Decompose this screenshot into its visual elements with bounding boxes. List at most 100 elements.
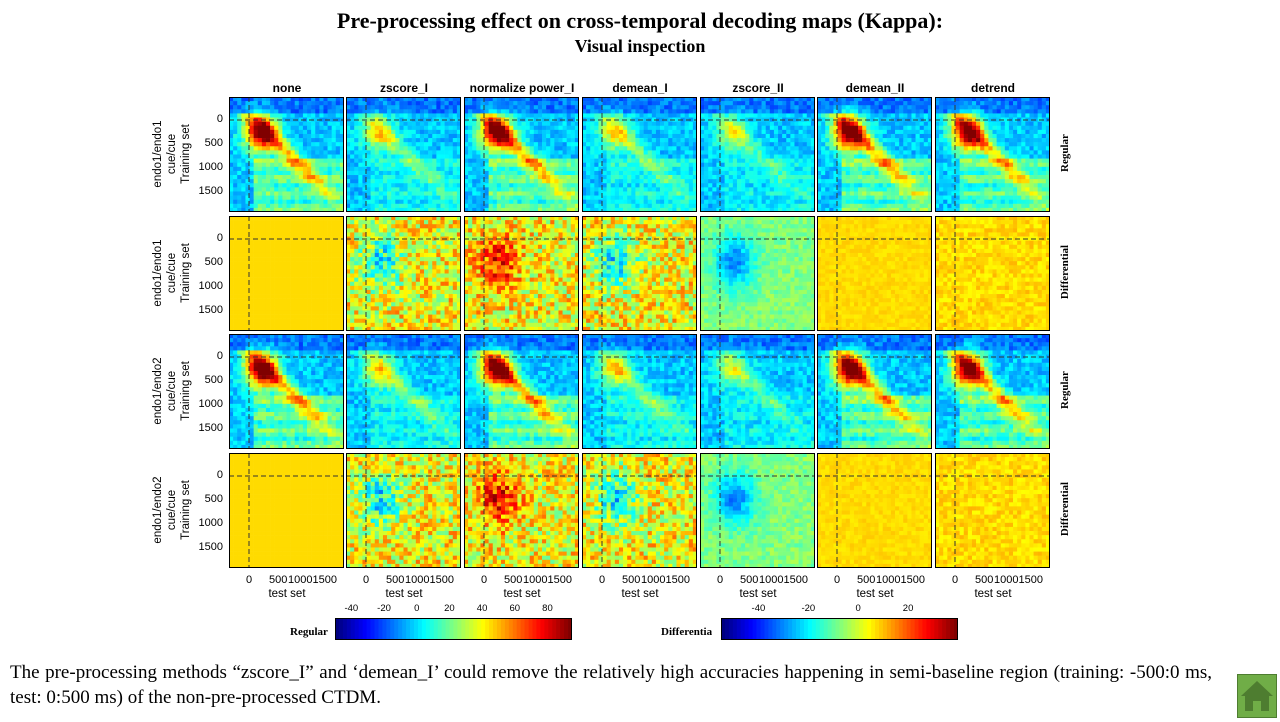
heatmap-cell xyxy=(262,150,266,154)
heatmap-cell xyxy=(311,146,315,150)
heatmap-cell xyxy=(358,163,362,167)
heatmap-cell xyxy=(648,159,652,163)
heatmap-cell xyxy=(786,138,790,142)
heatmap-cell xyxy=(567,171,571,175)
heatmap-cell xyxy=(672,159,676,163)
heatmap-cell xyxy=(554,191,558,195)
heatmap-cell xyxy=(879,138,883,142)
heatmap-cell xyxy=(644,179,648,183)
heatmap-cell xyxy=(408,138,412,142)
heatmap-cell xyxy=(237,126,241,130)
heatmap-cell xyxy=(619,113,623,117)
heatmap-cell xyxy=(924,163,928,167)
heatmap-cell xyxy=(737,105,741,109)
heatmap-cell xyxy=(258,204,262,208)
heatmap-cell xyxy=(648,150,652,154)
heatmap-cell xyxy=(436,171,440,175)
heatmap-cell xyxy=(1001,101,1005,105)
heatmap-cell xyxy=(534,200,538,204)
heatmap-cell xyxy=(428,204,432,208)
heatmap-cell xyxy=(656,171,660,175)
heatmap-cell xyxy=(907,196,911,200)
heatmap-cell xyxy=(676,146,680,150)
heatmap-cell xyxy=(375,196,379,200)
heatmap-cell xyxy=(729,171,733,175)
heatmap-cell xyxy=(681,134,685,138)
heatmap-cell xyxy=(842,142,846,146)
heatmap-cell xyxy=(887,204,891,208)
heatmap-cell xyxy=(424,179,428,183)
heatmap-cell xyxy=(299,142,303,146)
heatmap-cell xyxy=(907,179,911,183)
heatmap-cell xyxy=(704,163,708,167)
heatmap-cell xyxy=(424,113,428,117)
heatmap-cell xyxy=(468,200,472,204)
heatmap-cell xyxy=(282,113,286,117)
heatmap-cell xyxy=(762,163,766,167)
heatmap-cell xyxy=(493,175,497,179)
heatmap-cell xyxy=(254,179,258,183)
heatmap-cell xyxy=(753,204,757,208)
heatmap-cell xyxy=(660,171,664,175)
heatmap-cell xyxy=(615,171,619,175)
heatmap-cell xyxy=(395,155,399,159)
heatmap-cell xyxy=(513,167,517,171)
heatmap-cell xyxy=(250,138,254,142)
heatmap-cell xyxy=(530,109,534,113)
heatmap-cell xyxy=(517,138,521,142)
heatmap-cell xyxy=(656,142,660,146)
heatmap-cell xyxy=(607,146,611,150)
heatmap-cell xyxy=(517,200,521,204)
heatmap-cell xyxy=(956,122,960,126)
heatmap-cell xyxy=(586,179,590,183)
heatmap-cell xyxy=(509,187,513,191)
heatmap-cell xyxy=(237,179,241,183)
heatmap-cell xyxy=(367,187,371,191)
heatmap-cell xyxy=(416,200,420,204)
heatmap-cell xyxy=(1042,105,1046,109)
heatmap-cell xyxy=(453,179,457,183)
heatmap-cell xyxy=(391,101,395,105)
heatmap-cell xyxy=(412,171,416,175)
heatmap-cell xyxy=(660,105,664,109)
heatmap-cell xyxy=(708,196,712,200)
heatmap-cell xyxy=(778,150,782,154)
heatmap-cell xyxy=(611,175,615,179)
heatmap-cell xyxy=(489,142,493,146)
heatmap-cell xyxy=(652,200,656,204)
heatmap-cell xyxy=(328,171,332,175)
heatmap-cell xyxy=(282,204,286,208)
heatmap-cell xyxy=(546,204,550,208)
heatmap-cell xyxy=(829,200,833,204)
heatmap-cell xyxy=(250,113,254,117)
heatmap-cell xyxy=(685,175,689,179)
heatmap-cell xyxy=(729,175,733,179)
heatmap-cell xyxy=(424,204,428,208)
heatmap-cell xyxy=(676,159,680,163)
heatmap-cell xyxy=(241,175,245,179)
heatmap-cell xyxy=(943,113,947,117)
heatmap-cell xyxy=(408,163,412,167)
heatmap-cell xyxy=(782,196,786,200)
heatmap-cell xyxy=(358,200,362,204)
heatmap-cell xyxy=(821,134,825,138)
heatmap-cell xyxy=(383,150,387,154)
heatmap-cell xyxy=(391,138,395,142)
heatmap-cell xyxy=(708,122,712,126)
heatmap-cell xyxy=(408,101,412,105)
heatmap-cell xyxy=(534,159,538,163)
heatmap-cell xyxy=(354,171,358,175)
heatmap-cell xyxy=(311,109,315,113)
heatmap-cell xyxy=(842,171,846,175)
heatmap-cell xyxy=(790,146,794,150)
heatmap-cell xyxy=(299,126,303,130)
heatmap-cell xyxy=(891,130,895,134)
heatmap-cell xyxy=(782,159,786,163)
heatmap-cell xyxy=(350,196,354,200)
heatmap-cell xyxy=(485,204,489,208)
heatmap-cell xyxy=(453,142,457,146)
heatmap-cell xyxy=(737,113,741,117)
heatmap-cell xyxy=(895,126,899,130)
heatmap-cell xyxy=(829,122,833,126)
heatmap-cell xyxy=(315,204,319,208)
